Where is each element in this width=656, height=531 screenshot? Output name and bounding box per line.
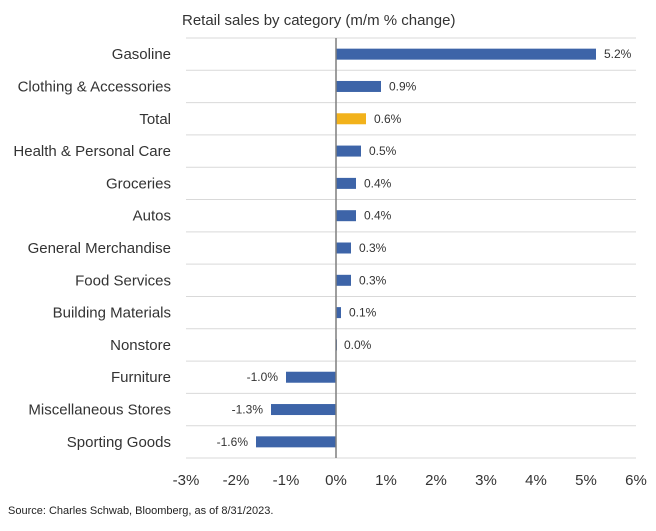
bar (336, 80, 381, 92)
category-label: Autos (133, 208, 171, 225)
bar (336, 307, 341, 319)
x-tick-label: 2% (425, 472, 447, 489)
data-label: 0.5% (369, 144, 397, 158)
x-tick-label: 4% (525, 472, 547, 489)
data-label: -1.3% (232, 403, 264, 417)
category-label: Nonstore (110, 337, 171, 354)
category-label: Sporting Goods (67, 434, 171, 451)
data-label: 0.1% (349, 306, 377, 320)
data-label: 5.2% (604, 47, 632, 61)
category-label: Total (139, 111, 171, 128)
category-label: Groceries (106, 175, 171, 192)
category-label: Gasoline (112, 46, 171, 63)
bar (336, 242, 351, 254)
bars (256, 48, 596, 448)
bar (336, 113, 366, 125)
category-label: Health & Personal Care (13, 143, 171, 160)
data-labels: 5.2% 0.9% 0.6% 0.5% 0.4% 0.4% 0.3% 0.3% 0.1% 0.0%… (217, 47, 632, 449)
x-tick-label: -1% (273, 472, 300, 489)
x-tick-label: 0% (325, 472, 347, 489)
chart-title: Retail sales by category (m/m % change) (182, 12, 455, 29)
x-tick-label: 1% (375, 472, 397, 489)
x-tick-label: -3% (173, 472, 200, 489)
x-tick-label: 3% (475, 472, 497, 489)
category-label: Clothing & Accessories (18, 78, 171, 95)
category-labels: Gasoline Clothing & Accessories Total Healt… (13, 46, 171, 451)
data-label: 0.6% (374, 112, 402, 126)
data-label: 0.3% (359, 273, 387, 287)
x-tick-label: 5% (575, 472, 597, 489)
category-label: Miscellaneous Stores (28, 402, 171, 419)
x-tick-label: -2% (223, 472, 250, 489)
bar (286, 371, 336, 383)
bar (336, 145, 361, 157)
gridlines (186, 37, 636, 459)
source-note: Source: Charles Schwab, Bloomberg, as of… (8, 505, 274, 517)
bar (336, 210, 356, 222)
category-label: General Merchandise (28, 240, 171, 257)
bar (336, 48, 596, 60)
category-label: Furniture (111, 369, 171, 386)
bar (271, 404, 336, 416)
bar (336, 274, 351, 286)
data-label: -1.0% (247, 370, 279, 384)
data-label: 0.3% (359, 241, 387, 255)
data-label: 0.0% (344, 338, 372, 352)
bar (336, 177, 356, 189)
data-label: 0.4% (364, 209, 392, 223)
x-tick-label: 6% (625, 472, 647, 489)
data-label: 0.4% (364, 176, 392, 190)
bar-chart: Retail sales by category (m/m % change) … (13, 12, 647, 489)
category-label: Food Services (75, 272, 171, 289)
data-label: 0.9% (389, 79, 417, 93)
category-label: Building Materials (53, 305, 171, 322)
data-label: -1.6% (217, 435, 249, 449)
x-tick-labels: -3% -2% -1% 0% 1% 2% 3% 4% 5% 6% (173, 472, 647, 489)
bar (256, 436, 336, 448)
